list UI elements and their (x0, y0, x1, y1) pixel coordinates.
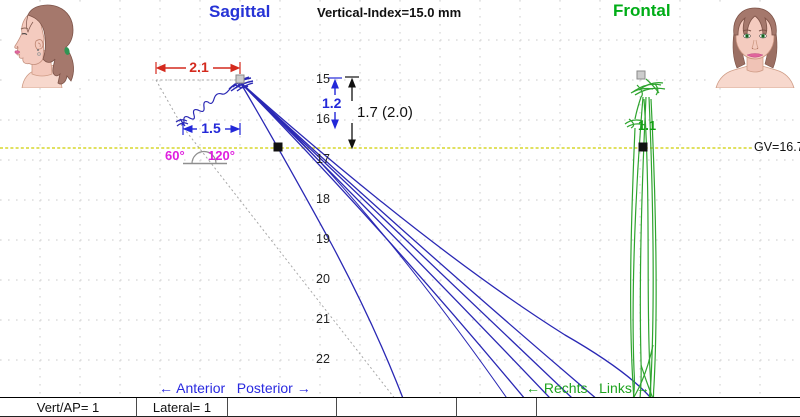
frontal-view-title: Frontal (613, 1, 671, 20)
vertical-index-label: Vertical-Index=15.0 mm (317, 5, 462, 20)
status-cell-empty (337, 398, 457, 417)
scale-tick: 18 (316, 192, 330, 206)
status-cell-vert-ap: Vert/AP= 1 (0, 398, 137, 417)
anterior-posterior-axis-label: ← Anterior Posterior → (159, 380, 311, 396)
scale-tick: 21 (316, 312, 330, 326)
sagittal-start-marker[interactable] (235, 74, 245, 84)
sagittal-width-dimension (155, 62, 241, 74)
gv-reference-label: GV=16.7 (754, 140, 800, 154)
angle-right-label: 120° (208, 148, 235, 163)
rechts-links-axis-label: ← Rechts Links → (526, 380, 650, 396)
plot-area[interactable] (0, 0, 800, 397)
sagittal-trace-lines (239, 81, 651, 397)
frontal-start-marker[interactable] (636, 70, 646, 80)
sagittal-view-title: Sagittal (209, 2, 271, 21)
frontal-head-icon (712, 2, 798, 88)
status-cell-empty (537, 398, 800, 417)
sagittal-retrusion-dimension (182, 123, 241, 135)
scale-tick: 17 (316, 152, 330, 166)
sagittal-opening-trace (175, 81, 242, 127)
frontal-lateral-measurement: 1.1 (638, 118, 657, 133)
scale-tick: 20 (316, 272, 330, 286)
status-bar: Vert/AP= 1 Lateral= 1 (0, 397, 800, 417)
frontal-trace-lines (624, 78, 666, 397)
construction-lines (155, 79, 395, 397)
sagittal-reference-marker[interactable] (273, 142, 283, 152)
scale-tick: 15 (316, 72, 330, 86)
sagittal-width-measurement: 2.1 (189, 59, 209, 75)
status-cell-empty (457, 398, 537, 417)
sagittal-combined-dimension (345, 76, 359, 150)
status-cell-lateral: Lateral= 1 (137, 398, 228, 417)
sagittal-retrusion-measurement: 1.5 (201, 120, 221, 136)
scale-tick: 16 (316, 112, 330, 126)
frontal-reference-marker[interactable] (638, 142, 648, 152)
scale-tick: 19 (316, 232, 330, 246)
angle-protractor-icon (183, 150, 227, 165)
status-cell-empty (228, 398, 337, 417)
sagittal-combined-measurement: 1.7 (2.0) (357, 104, 413, 121)
angle-left-label: 60° (165, 148, 185, 163)
sagittal-vertical-measurement: 1.2 (322, 95, 342, 111)
sagittal-head-profile-icon (2, 2, 86, 88)
scale-tick: 22 (316, 352, 330, 366)
background-grid (0, 0, 800, 396)
sagittal-vertical-dimension (328, 77, 342, 130)
